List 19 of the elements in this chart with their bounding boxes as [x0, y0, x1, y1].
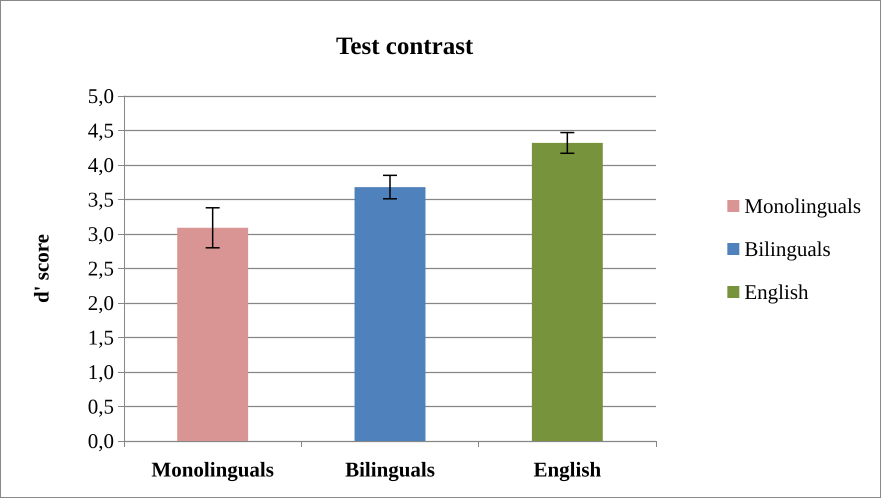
legend-label: Monolinguals [744, 194, 862, 218]
y-tick-label: 1,5 [88, 326, 114, 350]
y-tick-label: 0,5 [88, 394, 114, 418]
legend-label: English [744, 280, 809, 304]
x-tick-label: Monolinguals [151, 458, 274, 482]
y-tick-label: 1,0 [88, 360, 114, 384]
x-tick-label: Bilinguals [345, 458, 435, 482]
y-tick-label: 3,5 [88, 188, 114, 212]
y-tick-label: 0,0 [88, 429, 114, 453]
y-axis-title: d' score [30, 234, 54, 304]
legend-label: Bilinguals [744, 237, 831, 261]
y-tick-label: 2,5 [88, 256, 114, 280]
y-tick-label: 4,5 [88, 118, 114, 142]
y-tick-label: 2,0 [88, 291, 114, 315]
chart-title: Test contrast [336, 33, 474, 60]
y-tick-label: 3,0 [88, 222, 114, 246]
x-tick-label: English [533, 458, 602, 482]
y-tick-label: 4,0 [88, 153, 114, 177]
y-tick-label: 5,0 [88, 84, 114, 108]
